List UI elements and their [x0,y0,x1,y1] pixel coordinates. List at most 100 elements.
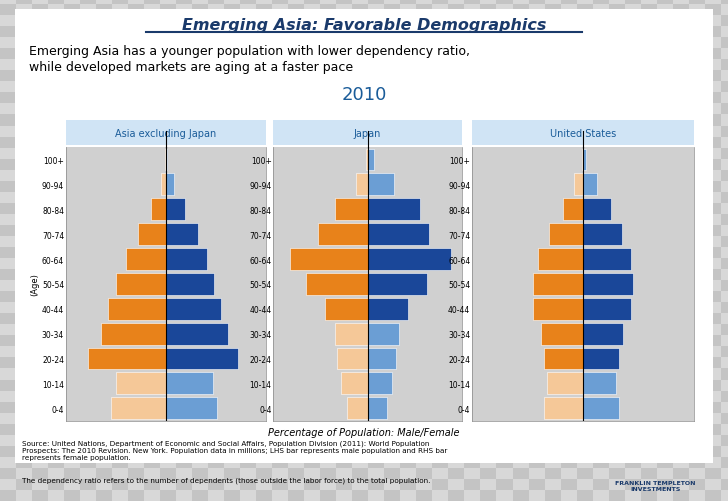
Bar [144,137,160,148]
Bar [64,391,80,402]
Bar [320,314,336,325]
Bar [352,281,368,292]
Bar [176,479,192,490]
Bar [577,413,593,424]
Bar [112,479,128,490]
Bar [432,435,448,446]
Bar [657,27,673,38]
Bar [224,457,240,468]
Bar [160,225,176,236]
Bar [176,259,192,270]
Bar [545,413,561,424]
Bar [32,424,48,435]
Bar [513,27,529,38]
Bar [448,192,464,203]
Bar [513,159,529,170]
Bar [352,259,368,270]
Bar [48,225,64,236]
Bar [144,5,160,16]
Bar [272,479,288,490]
Bar [336,490,352,501]
Bar [320,16,336,27]
Bar [166,274,214,295]
Bar [304,281,320,292]
Bar [496,115,513,126]
Bar [641,347,657,358]
Bar [0,93,16,104]
Bar [224,325,240,336]
Bar [320,93,336,104]
Bar [64,16,80,27]
Bar [641,170,657,181]
Bar [192,446,208,457]
Bar [657,192,673,203]
Bar [464,325,480,336]
Bar [432,468,448,479]
Bar [112,16,128,27]
Bar [304,303,320,314]
Bar [352,214,368,225]
Bar [384,71,400,82]
Bar [583,298,630,320]
Bar [657,236,673,247]
Bar [400,479,416,490]
Bar [32,126,48,137]
Bar [112,27,128,38]
Bar [32,314,48,325]
Bar [496,402,513,413]
Bar [448,225,464,236]
Bar [96,115,112,126]
Bar [368,137,384,148]
Bar [240,225,256,236]
Bar [689,479,705,490]
Bar [529,336,545,347]
Bar [144,181,160,192]
Bar [128,292,144,303]
Bar [224,468,240,479]
Bar [160,60,176,71]
Bar [365,149,368,171]
Bar [208,468,224,479]
Bar [593,27,609,38]
Bar [705,479,721,490]
Bar [705,247,721,259]
Bar [368,468,384,479]
Bar [128,137,144,148]
Bar [545,104,561,115]
Bar [240,391,256,402]
Bar [448,236,464,247]
Bar [448,314,464,325]
Bar [625,369,641,380]
Bar [513,247,529,259]
Bar [561,192,577,203]
Bar [192,457,208,468]
Bar [368,236,384,247]
Bar [625,314,641,325]
Bar [609,336,625,347]
Bar [593,457,609,468]
Bar [480,181,496,192]
Bar [384,413,400,424]
Bar [160,82,176,93]
Bar [545,303,561,314]
Bar [64,336,80,347]
Bar [96,148,112,159]
Bar [464,115,480,126]
Bar [577,192,593,203]
Bar [609,270,625,281]
Bar [689,303,705,314]
Bar [529,236,545,247]
Bar [304,369,320,380]
Bar [721,292,728,303]
Bar [272,126,288,137]
Bar [416,402,432,413]
Bar [128,170,144,181]
Bar [80,214,96,225]
Bar [352,247,368,259]
Bar [256,225,272,236]
Bar [208,247,224,259]
Bar [689,270,705,281]
Bar [545,203,561,214]
Bar [496,490,513,501]
Bar [96,435,112,446]
